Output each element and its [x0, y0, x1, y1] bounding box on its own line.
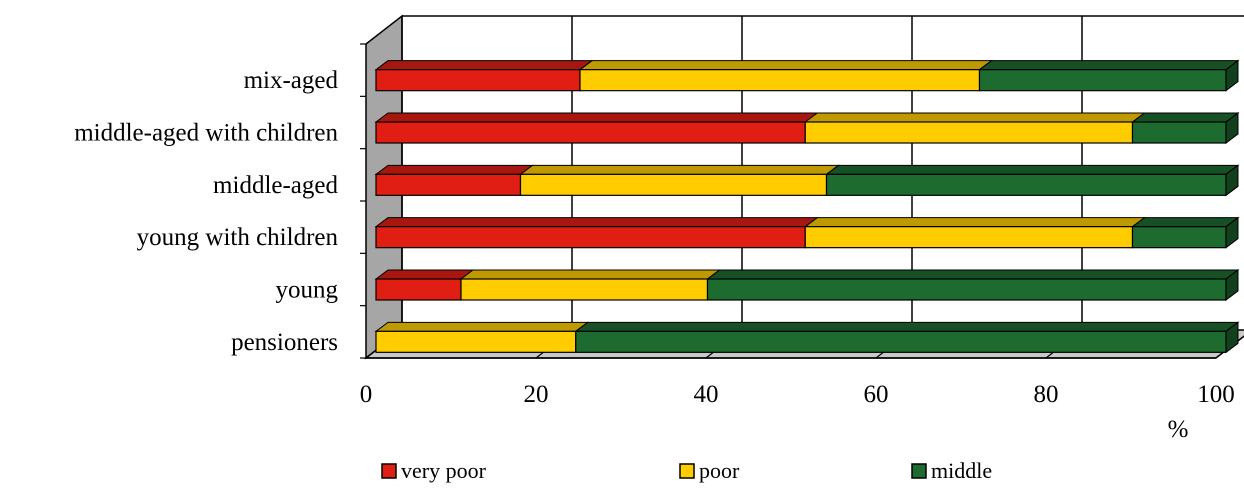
bar-top-middle	[574, 321, 1240, 332]
bar-top-very-poor	[374, 60, 594, 71]
category-label: young with children	[137, 224, 339, 251]
category-label: middle-aged with children	[74, 120, 338, 147]
bar-top-very-poor	[374, 217, 819, 228]
bar-very-poor	[375, 278, 462, 301]
legend-label-middle: middle	[931, 458, 992, 483]
bar-top-middle	[977, 60, 1240, 71]
category-labels: mix-aged middle-aged with children middle-…	[74, 67, 338, 356]
bar-top-poor	[374, 321, 590, 332]
x-unit-label: %	[1168, 416, 1189, 443]
bar-poor	[579, 69, 981, 92]
bar-top-middle	[825, 164, 1240, 175]
bars	[374, 59, 1240, 354]
category-label: young	[276, 277, 339, 304]
bar-middle	[825, 173, 1227, 196]
x-axis-ticks: 0 20 40 60 80 100	[360, 381, 1235, 408]
bar-top-poor	[803, 217, 1146, 228]
bar-poor	[804, 226, 1134, 249]
bar-middle	[1131, 121, 1227, 144]
bar-very-poor	[375, 173, 522, 196]
bar-middle	[1131, 226, 1227, 249]
bar-top-poor	[519, 164, 840, 175]
legend-swatch-middle	[911, 463, 927, 479]
bar-very-poor	[375, 121, 806, 144]
bar-top-poor	[578, 60, 994, 71]
category-label: middle-aged	[213, 172, 338, 199]
legend-swatch-poor	[679, 463, 695, 479]
legend-label-very-poor: very poor	[401, 458, 487, 483]
bar-middle	[978, 69, 1227, 92]
category-label: pensioners	[231, 329, 338, 356]
legend: very poor poor middle	[381, 458, 992, 483]
bar-poor	[519, 173, 828, 196]
category-label: mix-aged	[244, 67, 339, 94]
bar-top-very-poor	[374, 164, 534, 175]
bar-top-middle	[1131, 112, 1240, 123]
bar-very-poor	[375, 69, 581, 92]
legend-label-poor: poor	[699, 458, 740, 483]
bar-poor	[375, 330, 577, 353]
bar-poor	[460, 278, 709, 301]
bar-middle	[706, 278, 1227, 301]
bar-top-poor	[459, 269, 721, 280]
x-tick-label: 100	[1197, 381, 1235, 408]
x-tick-label: 20	[524, 381, 549, 408]
bar-top-very-poor	[374, 269, 475, 280]
x-tick-label: 40	[694, 381, 719, 408]
x-tick-label: 0	[360, 381, 373, 408]
x-tick-label: 60	[864, 381, 889, 408]
bar-very-poor	[375, 226, 806, 249]
bar-top-middle	[1131, 217, 1240, 228]
bar-top-poor	[803, 112, 1146, 123]
bar-top-middle	[706, 269, 1240, 280]
bar-top-very-poor	[374, 112, 819, 123]
bar-middle	[575, 330, 1227, 353]
legend-swatch-very-poor	[381, 463, 397, 479]
bar-poor	[804, 121, 1134, 144]
x-tick-label: 80	[1034, 381, 1059, 408]
